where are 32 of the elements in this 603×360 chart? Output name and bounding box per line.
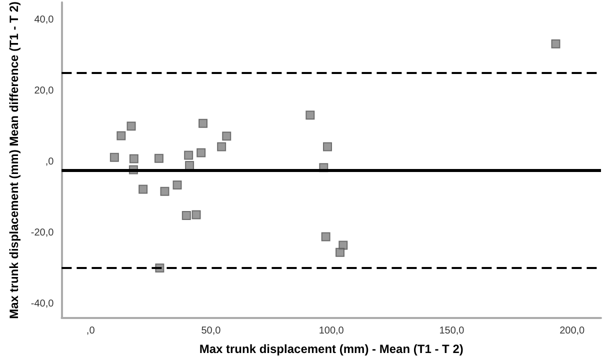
point [551,39,560,48]
point [306,110,315,120]
y-axis-title: Max trunk displacement (mm) Mean difference (T1 - T 2) [7,1,21,319]
y-tick-label: -40,0 [30,298,54,310]
point [182,211,191,220]
x-tick-label: 50,0 [201,326,222,336]
point [321,232,330,242]
point [172,180,182,190]
point [154,154,164,163]
point [129,154,138,164]
x-tick-label: 200,0 [560,326,586,336]
x-tick-label: 150,0 [439,326,465,336]
y-tick-label: -20,0 [30,227,54,238]
x-axis-title: Max trunk displacement (mm) - Mean (T1 - T 2) [199,342,464,356]
point [160,186,170,196]
point [138,184,148,194]
y-tick-label: ,0 [45,156,54,168]
point [198,118,208,128]
point [217,142,226,152]
point [196,148,206,158]
y-tick-label: 20,0 [34,86,54,97]
point [184,150,194,160]
point [126,122,136,131]
point [322,142,332,152]
x-tick-label: 100,0 [318,326,344,336]
point [336,248,345,257]
point [192,210,201,220]
x-tick-label: ,0 [86,326,96,336]
y-tick-label: 40,0 [34,14,54,26]
point [110,152,119,162]
point [116,131,126,140]
point [222,132,232,141]
